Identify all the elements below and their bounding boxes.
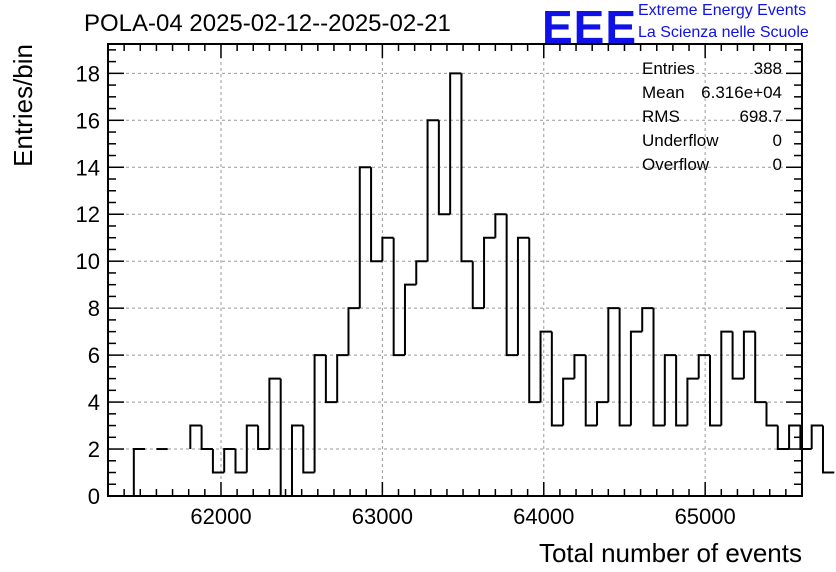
logo-line-2: La Scienza nelle Scuole — [638, 24, 809, 41]
histogram-bin — [324, 355, 338, 404]
histogram-bin — [426, 119, 439, 262]
histogram-bin — [358, 166, 372, 309]
histogram-bin — [403, 283, 417, 356]
x-tick-label: 62000 — [190, 504, 251, 529]
x-axis-label: Total number of events — [539, 538, 802, 568]
histogram-bin — [415, 260, 428, 285]
y-tick-label: 0 — [88, 484, 100, 509]
logo-line-1: Extreme Energy Events — [638, 2, 807, 19]
histogram-bin — [460, 73, 473, 263]
histogram-bin — [347, 307, 360, 356]
y-tick-label: 8 — [88, 296, 100, 321]
stat-value: 0 — [772, 131, 782, 150]
histogram-bin — [449, 72, 462, 215]
histogram-bin — [742, 330, 756, 379]
stats-box: Entries 388 Mean 6.316e+04 RMS 698.7 Und… — [642, 59, 782, 179]
histogram-bin — [471, 261, 485, 310]
histogram-bin — [200, 425, 213, 451]
histogram-bin — [607, 307, 620, 403]
histogram-bin — [709, 355, 722, 427]
histogram-bin — [686, 377, 699, 426]
histogram-bin — [279, 378, 292, 497]
histogram-bin — [234, 449, 247, 474]
histogram-bin — [370, 167, 383, 263]
stat-entries: Entries 388 — [642, 59, 782, 83]
histogram-bin — [516, 236, 530, 356]
histogram-bin — [765, 402, 778, 427]
histogram-bin — [675, 355, 688, 427]
histogram-bin — [720, 330, 733, 426]
stat-rms: RMS 698.7 — [642, 107, 782, 131]
histogram-bin — [629, 330, 643, 426]
histogram-bin — [494, 213, 507, 238]
plot-frame — [107, 43, 803, 497]
histogram-bin — [381, 236, 394, 262]
histogram-bin — [505, 214, 518, 357]
stat-label: RMS — [642, 107, 680, 126]
stat-label: Entries — [642, 59, 695, 78]
stat-value: 388 — [753, 59, 782, 78]
histogram-bin — [392, 237, 405, 357]
histogram-bin — [618, 308, 631, 427]
eee-logo: EEE — [542, 1, 638, 53]
histogram-bin — [268, 377, 281, 450]
histogram-bin — [290, 424, 304, 496]
histogram-bin — [313, 354, 326, 473]
histogram-bin — [223, 448, 236, 473]
stat-value: 6.316e+04 — [701, 83, 782, 102]
histogram-bin — [245, 424, 259, 473]
stat-underflow: Underflow 0 — [642, 131, 782, 155]
histogram-bin — [731, 331, 744, 380]
y-tick-label: 6 — [88, 343, 100, 368]
histogram-bin — [211, 449, 225, 474]
chart-title: POLA-04 2025-02-12--2025-02-21 — [84, 10, 451, 37]
x-tick-label: 63000 — [352, 504, 413, 529]
histogram-bin — [641, 307, 654, 332]
histogram-bin — [483, 236, 496, 309]
stat-label: Underflow — [642, 131, 719, 150]
histogram-bin — [776, 425, 790, 451]
histogram-bin — [257, 425, 270, 451]
histogram-bin — [821, 425, 835, 474]
histogram-bin — [302, 425, 315, 474]
y-tick-label: 2 — [88, 437, 100, 462]
histogram-bin — [562, 377, 575, 426]
histogram-bin — [663, 354, 677, 426]
y-tick-label: 10 — [76, 249, 100, 274]
stat-label: Mean — [642, 83, 685, 102]
histogram-bin — [652, 308, 665, 427]
x-tick-label: 64000 — [513, 504, 574, 529]
histogram-bin — [528, 237, 541, 404]
histogram-bin — [596, 401, 609, 426]
y-tick-label: 14 — [76, 155, 100, 180]
stat-mean: Mean 6.316e+04 — [642, 83, 782, 107]
stat-value: 698.7 — [739, 107, 782, 126]
histogram-bin — [573, 354, 586, 379]
stat-overflow: Overflow 0 — [642, 155, 782, 179]
histogram-bin — [810, 424, 823, 450]
histogram-bin — [437, 120, 451, 216]
y-tick-label: 18 — [76, 61, 100, 86]
y-tick-label: 16 — [76, 108, 100, 133]
histogram-bin — [754, 331, 767, 404]
histogram-bin — [189, 424, 202, 450]
histogram-bin — [697, 354, 711, 379]
stat-value: 0 — [772, 155, 782, 174]
y-axis-label: Entries/bin — [8, 44, 38, 167]
x-tick-label: 65000 — [675, 504, 736, 529]
histogram-bin — [584, 355, 598, 427]
histogram-bin — [539, 330, 552, 403]
y-tick-label: 12 — [76, 202, 100, 227]
histogram-bin — [336, 354, 349, 403]
y-tick-label: 4 — [88, 390, 100, 415]
histogram-bin — [132, 448, 146, 496]
stat-label: Overflow — [642, 155, 710, 174]
histogram-bin — [550, 331, 564, 427]
